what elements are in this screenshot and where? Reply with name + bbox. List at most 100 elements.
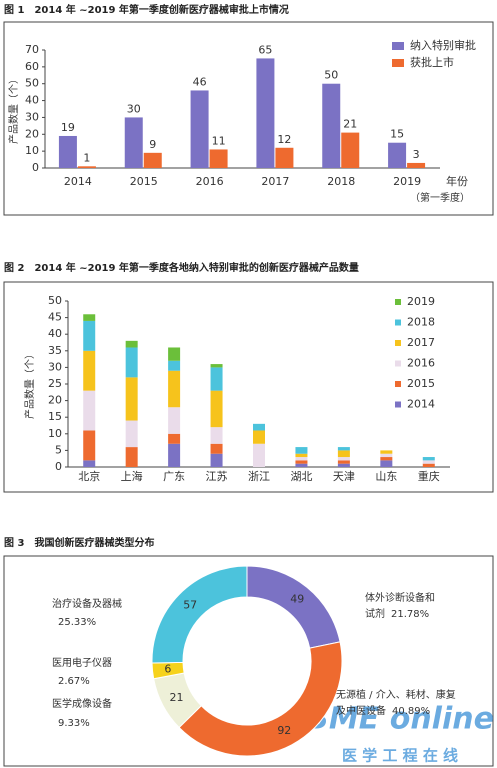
y-tick-label: 50 (48, 294, 62, 307)
panel (3, 281, 494, 493)
bar-segment (422, 460, 435, 464)
chart-title: 图 3 我国创新医疗器械类型分布 (4, 536, 154, 549)
legend-label: 2018 (407, 316, 435, 329)
bar-segment (168, 347, 181, 361)
donut-slice (178, 641, 343, 757)
data-label: 65 (258, 43, 272, 56)
y-tick-label: 70 (25, 43, 39, 56)
bar-segment (337, 463, 350, 467)
bar-segment (337, 460, 350, 464)
bar-segment (253, 423, 265, 431)
bar-segment (380, 453, 393, 458)
data-label: 19 (61, 121, 75, 134)
panel (3, 555, 494, 767)
data-label: 12 (277, 133, 291, 146)
bar-segment (380, 460, 393, 467)
x-tick-label: 浙江 (248, 470, 270, 483)
y-tick-label: 40 (25, 94, 39, 107)
y-tick-label: 20 (25, 127, 39, 140)
bar-segment (83, 430, 96, 461)
legend-swatch (395, 319, 401, 326)
slice-label: 及中医设备 (336, 704, 386, 717)
bar-segment (295, 453, 308, 458)
slice-percent: 21.78% (391, 609, 429, 620)
x-tick-label: 广东 (163, 470, 185, 483)
slice-label: 医学成像设备 (52, 697, 112, 710)
bar-segment (210, 367, 223, 391)
bar-segment (83, 460, 96, 467)
slice-percent: 9.33% (58, 718, 90, 729)
bar (58, 135, 77, 168)
bar-segment (295, 447, 308, 454)
slice-percent: 2.67% (58, 676, 90, 687)
bar-segment (168, 443, 181, 467)
legend-swatch (395, 381, 401, 387)
data-label: 15 (390, 128, 404, 141)
bar-segment (295, 457, 308, 461)
slice-percent: 40.89% (392, 706, 430, 717)
bar-segment (83, 350, 96, 391)
slice-percent: 25.33% (58, 617, 96, 628)
data-label: 1 (83, 151, 90, 164)
bar-segment (168, 370, 181, 408)
data-label: 92 (277, 724, 291, 737)
y-tick-label: 25 (48, 377, 62, 390)
y-tick-label: 0 (55, 460, 62, 473)
data-label: 50 (324, 69, 338, 82)
bar-segment (337, 450, 350, 458)
bar-segment (83, 320, 96, 351)
legend-swatch (395, 360, 401, 367)
x-tick-label: 2016 (196, 175, 224, 188)
bar (322, 83, 341, 168)
x-tick-label: 2014 (64, 175, 92, 188)
panel (3, 21, 494, 216)
watermark: BME online (306, 702, 494, 737)
bar-segment (253, 430, 265, 444)
bar-segment (337, 457, 350, 461)
bar-segment (210, 453, 223, 467)
legend-label: 2019 (407, 295, 435, 308)
x-tick-label: 天津 (333, 470, 355, 483)
y-tick-label: 20 (48, 394, 62, 407)
slice-label: 治疗设备及器械 (52, 597, 122, 610)
bar-segment (422, 457, 435, 461)
data-label: 9 (149, 138, 156, 151)
data-label: 11 (212, 134, 226, 147)
bar (388, 142, 407, 168)
bar-segment (380, 450, 393, 454)
legend-swatch (395, 299, 401, 305)
y-tick-label: 30 (48, 360, 62, 373)
donut-slice (246, 565, 341, 649)
y-tick-label: 50 (25, 77, 39, 90)
data-label: 21 (343, 118, 357, 131)
x-tick-label: 湖北 (290, 470, 312, 483)
bar-segment (253, 443, 265, 467)
slice-label: 医用电子仪器 (52, 656, 112, 669)
bar-segment (125, 420, 138, 448)
legend-swatch (392, 42, 404, 50)
bar (209, 149, 228, 168)
chart-title: 图 1 2014 年 ~2019 年第一季度创新医疗器械审批上市情况 (4, 3, 289, 16)
bar-segment (83, 314, 96, 321)
y-tick-label: 45 (48, 311, 62, 324)
bar-segment (125, 347, 138, 378)
legend-label: 2017 (407, 336, 435, 349)
y-tick-label: 60 (25, 60, 39, 73)
y-axis-label: 产品数量（个） (7, 74, 20, 144)
bar-segment (337, 447, 350, 451)
data-label: 6 (164, 662, 171, 675)
data-label: 49 (290, 592, 304, 605)
x-tick-label: 江苏 (206, 470, 228, 483)
bar (143, 152, 162, 168)
bar-segment (210, 443, 223, 454)
x-tick-label: 2018 (327, 175, 355, 188)
bar-segment (125, 340, 138, 348)
bar-segment (83, 390, 96, 431)
bar (77, 166, 96, 168)
bar (256, 58, 275, 168)
y-axis-label: 产品数量（个） (23, 349, 36, 419)
legend-label: 2014 (407, 398, 435, 411)
bar-segment (210, 364, 223, 368)
bar-segment (295, 460, 308, 464)
